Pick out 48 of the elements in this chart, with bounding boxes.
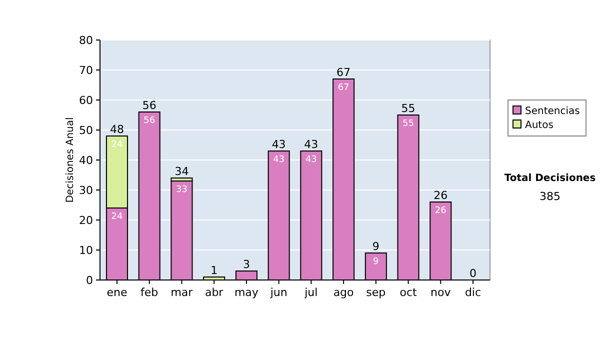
data-label: 43 [273,155,285,165]
y-tick-label: 0 [86,274,93,287]
x-tick-label: may [234,286,259,299]
total-label: 55 [401,102,416,115]
y-tick-label: 40 [79,154,93,167]
y-tick-label: 50 [79,124,93,137]
x-tick-label: oct [400,286,418,299]
data-label: 67 [338,83,350,93]
total-label: 9 [372,240,380,253]
x-tick-label: feb [140,286,158,299]
total-label: 48 [110,123,124,136]
data-label: 43 [305,155,317,165]
y-tick-label: 10 [79,244,93,257]
data-label: 9 [373,257,380,267]
data-label: 24 [111,212,123,222]
total-label: 3 [242,258,250,271]
total-label: 1 [210,264,218,277]
x-tick-label: jul [304,286,318,299]
legend-label: Autos [525,120,554,131]
x-tick-label: abr [204,286,224,299]
y-axis-title: Decisiones Anual [65,117,76,203]
x-tick-label: nov [430,286,452,299]
total-label: 34 [174,165,189,178]
total-label: 56 [142,99,156,112]
total-label: 26 [434,189,448,202]
y-tick-label: 80 [79,34,93,47]
legend-label: Sentencias [525,106,580,117]
x-tick-label: sep [366,286,386,299]
total-label: 43 [272,138,286,151]
x-tick-label: dic [464,286,482,299]
x-tick-label: mar [170,286,194,299]
total-label: 43 [304,138,318,151]
y-tick-label: 60 [79,94,93,107]
text: 385 [540,190,560,203]
y-tick-label: 70 [79,64,93,77]
data-label: 24 [111,140,123,150]
y-tick-label: 30 [79,184,93,197]
x-tick-label: jun [269,286,288,299]
data-label: 55 [402,119,414,129]
total-label: 0 [470,267,477,280]
text: Total Decisiones [504,173,596,184]
data-label: 33 [176,185,188,195]
data-label: 56 [144,116,156,126]
data-label: 26 [434,206,447,216]
total-label: 67 [336,66,351,79]
y-tick-label: 20 [79,214,93,227]
x-tick-label: ene [106,286,128,299]
x-tick-label: ago [333,286,354,299]
